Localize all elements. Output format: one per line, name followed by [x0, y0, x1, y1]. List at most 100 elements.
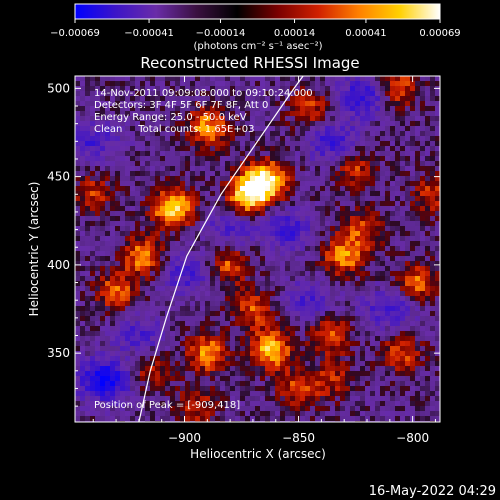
- heatmap-cell: [425, 276, 431, 282]
- heatmap-cell: [370, 396, 376, 402]
- heatmap-cell: [240, 311, 246, 317]
- heatmap-cell: [305, 231, 311, 237]
- heatmap-cell: [345, 271, 351, 277]
- heatmap-cell: [205, 401, 211, 407]
- heatmap-cell: [270, 151, 276, 157]
- heatmap-cell: [320, 221, 326, 227]
- heatmap-cell: [75, 286, 81, 292]
- heatmap-cell: [120, 101, 126, 107]
- heatmap-cell: [375, 301, 381, 307]
- heatmap-cell: [80, 266, 86, 272]
- heatmap-cell: [135, 271, 141, 277]
- heatmap-cell: [190, 211, 196, 217]
- heatmap-cell: [335, 406, 341, 412]
- heatmap-cell: [330, 91, 336, 97]
- heatmap-cell: [350, 76, 356, 82]
- heatmap-cell: [155, 256, 161, 262]
- heatmap-cell: [385, 76, 391, 82]
- heatmap-cell: [405, 376, 411, 382]
- heatmap-cell: [225, 306, 231, 312]
- heatmap-cell: [430, 101, 436, 107]
- heatmap-cell: [300, 376, 306, 382]
- heatmap-cell: [400, 161, 406, 167]
- heatmap-cell: [110, 171, 116, 177]
- heatmap-cell: [240, 236, 246, 242]
- heatmap-cell: [80, 101, 86, 107]
- heatmap-cell: [385, 386, 391, 392]
- heatmap-cell: [175, 101, 181, 107]
- heatmap-cell: [420, 241, 426, 247]
- heatmap-cell: [215, 141, 221, 147]
- heatmap-cell: [170, 386, 176, 392]
- heatmap-cell: [265, 161, 271, 167]
- heatmap-cell: [80, 351, 86, 357]
- heatmap-cell: [185, 346, 191, 352]
- heatmap-cell: [335, 356, 341, 362]
- heatmap-cell: [195, 161, 201, 167]
- heatmap-cell: [285, 276, 291, 282]
- heatmap-cell: [190, 281, 196, 287]
- heatmap-cell: [190, 266, 196, 272]
- heatmap-cell: [355, 336, 361, 342]
- heatmap-cell: [100, 161, 106, 167]
- heatmap-cell: [100, 106, 106, 112]
- heatmap-cell: [350, 366, 356, 372]
- heatmap-cell: [125, 141, 131, 147]
- heatmap-cell: [130, 251, 136, 257]
- heatmap-cell: [95, 346, 101, 352]
- heatmap-cell: [155, 96, 161, 102]
- heatmap-cell: [330, 211, 336, 217]
- heatmap-cell: [330, 331, 336, 337]
- heatmap-cell: [400, 306, 406, 312]
- heatmap-cell: [95, 116, 101, 122]
- heatmap-cell: [270, 396, 276, 402]
- heatmap-cell: [225, 121, 231, 127]
- heatmap-cell: [310, 121, 316, 127]
- heatmap-cell: [195, 101, 201, 107]
- heatmap-cell: [245, 171, 251, 177]
- heatmap-cell: [80, 361, 86, 367]
- heatmap-cell: [350, 171, 356, 177]
- heatmap-cell: [110, 126, 116, 132]
- heatmap-cell: [135, 101, 141, 107]
- heatmap-cell: [300, 176, 306, 182]
- heatmap-cell: [290, 316, 296, 322]
- heatmap-cell: [290, 126, 296, 132]
- heatmap-cell: [275, 221, 281, 227]
- heatmap-cell: [155, 161, 161, 167]
- heatmap-cell: [160, 356, 166, 362]
- heatmap-cell: [80, 86, 86, 92]
- heatmap-cell: [75, 256, 81, 262]
- heatmap-cell: [270, 76, 276, 82]
- heatmap-cell: [280, 341, 286, 347]
- heatmap-cell: [370, 281, 376, 287]
- heatmap-cell: [250, 116, 256, 122]
- heatmap-cell: [190, 181, 196, 187]
- heatmap-cell: [360, 166, 366, 172]
- heatmap-cell: [385, 301, 391, 307]
- heatmap-cell: [325, 396, 331, 402]
- heatmap-cell: [85, 346, 91, 352]
- heatmap-cell: [345, 216, 351, 222]
- heatmap-cell: [355, 271, 361, 277]
- heatmap-cell: [90, 316, 96, 322]
- heatmap-cell: [220, 116, 226, 122]
- heatmap-cell: [125, 356, 131, 362]
- heatmap-cell: [370, 391, 376, 397]
- heatmap-cell: [385, 91, 391, 97]
- heatmap-cell: [215, 196, 221, 202]
- heatmap-cell: [210, 86, 216, 92]
- heatmap-cell: [85, 136, 91, 142]
- heatmap-cell: [150, 126, 156, 132]
- heatmap-cell: [90, 371, 96, 377]
- heatmap-cell: [135, 221, 141, 227]
- heatmap-cell: [190, 101, 196, 107]
- heatmap-cell: [415, 156, 421, 162]
- heatmap-cell: [135, 231, 141, 237]
- heatmap-cell: [175, 336, 181, 342]
- heatmap-cell: [395, 341, 401, 347]
- heatmap-cell: [75, 191, 81, 197]
- heatmap-cell: [315, 161, 321, 167]
- heatmap-cell: [180, 171, 186, 177]
- heatmap-cell: [115, 221, 121, 227]
